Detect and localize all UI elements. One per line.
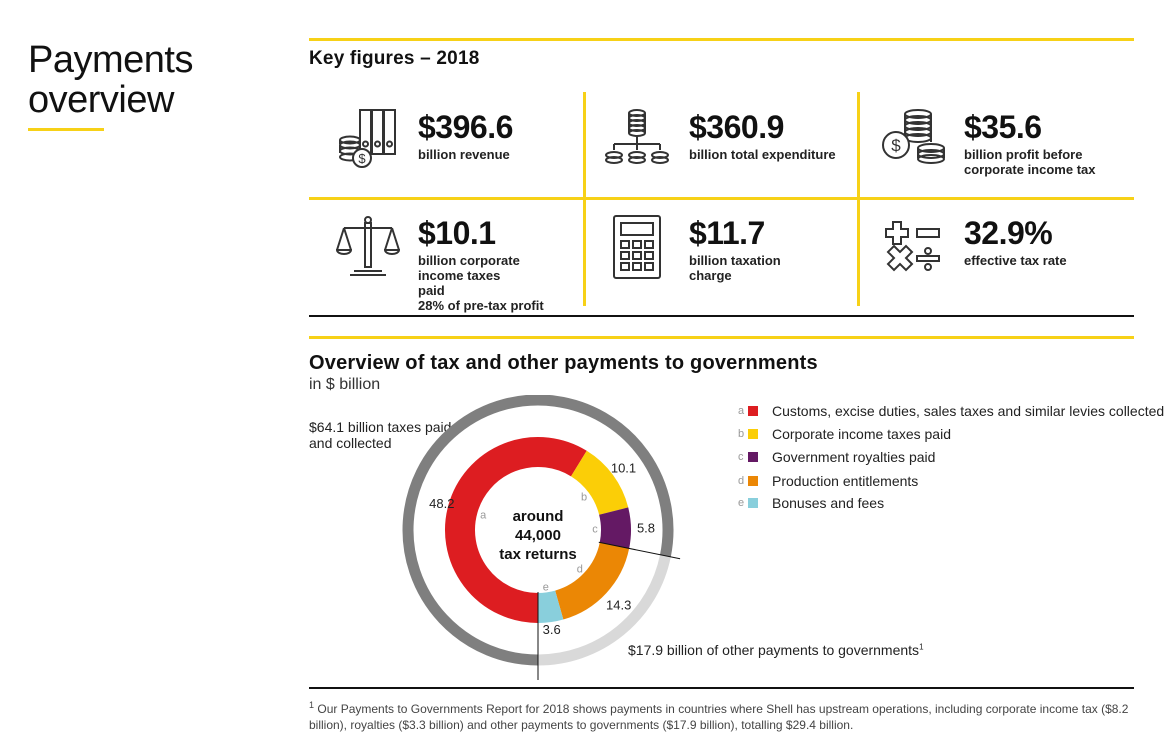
folders-coins-icon: $ — [336, 108, 400, 170]
key-figure-label: billion corporate income taxes paid — [418, 253, 520, 298]
svg-text:$: $ — [358, 151, 366, 166]
key-figure-extra: 28% of pre-tax profit — [418, 298, 544, 313]
slice-letter-c: c — [592, 524, 598, 536]
title-underline — [28, 128, 104, 131]
outer-ring — [402, 395, 674, 666]
page-title-line1: Payments — [28, 39, 193, 81]
key-figure-label: billion total expenditure — [689, 147, 836, 162]
scales-icon — [336, 216, 400, 278]
footnote: 1 Our Payments to Governments Report for… — [309, 697, 1129, 733]
key-figure-revenue: $396.6 billion revenue — [418, 110, 568, 162]
key-figure-expenditure: $360.9 billion total expenditure — [689, 110, 849, 162]
key-figure-taxation-charge: $11.7 billion taxation charge — [689, 216, 789, 283]
legend-swatch — [748, 476, 758, 486]
overview-title: Overview of tax and other payments to go… — [309, 352, 818, 374]
key-figures-heading: Key figures – 2018 — [309, 48, 480, 69]
boundary-line-right — [598, 541, 681, 560]
donut-center-text: around 44,000 tax returns — [488, 507, 588, 564]
value-label-a: 48.2 — [429, 496, 454, 511]
value-label-d: 14.3 — [606, 598, 631, 613]
slice-a — [445, 437, 587, 623]
legend-item: e Bonuses and fees — [738, 495, 884, 511]
key-figure-value: $10.1 — [418, 215, 496, 251]
outer-ring-segment-1 — [537, 554, 671, 666]
center-line-2: 44,000 — [515, 527, 561, 544]
slice-b — [570, 450, 629, 516]
key-figure-label: billion profit before corporate income t… — [964, 147, 1096, 177]
key-figure-profit: $35.6 billion profit before corporate in… — [964, 110, 1114, 177]
legend-swatch — [748, 498, 758, 508]
overview-unit: in $ billion — [309, 376, 381, 393]
key-figure-effective-tax-rate: 32.9% effective tax rate — [964, 216, 1114, 268]
key-figure-value: 32.9% — [964, 215, 1053, 251]
slice-d — [554, 541, 630, 620]
key-figure-label: effective tax rate — [964, 253, 1067, 268]
key-figures-middle-rule — [309, 197, 1134, 200]
key-figure-value: $11.7 — [689, 215, 765, 251]
slice-letter-b: b — [581, 491, 587, 503]
legend-letter: d — [738, 475, 745, 487]
slice-e — [537, 590, 564, 623]
calculator-icon — [612, 214, 662, 280]
legend-label: Corporate income taxes paid — [772, 426, 951, 442]
legend-item: c Government royalties paid — [738, 449, 935, 465]
legend-letter: b — [738, 428, 745, 440]
key-figure-value: $360.9 — [689, 109, 784, 145]
legend-item: b Corporate income taxes paid — [738, 426, 951, 442]
center-line-3: tax returns — [499, 546, 577, 563]
legend-swatch — [748, 452, 758, 462]
legend-label: Government royalties paid — [772, 449, 936, 465]
legend-label: Customs, excise duties, sales taxes and … — [772, 403, 1165, 419]
slice-letter-d: d — [577, 564, 583, 576]
footnote-rule — [309, 687, 1134, 689]
coin-distribution-icon — [604, 108, 670, 168]
legend-swatch — [748, 429, 758, 439]
key-figures-top-rule — [309, 38, 1134, 41]
taxes-paid-label: $64.1 billion taxes paid and collected — [309, 419, 452, 451]
footnote-text: Our Payments to Governments Report for 2… — [309, 702, 1129, 732]
overview-top-rule — [309, 336, 1134, 339]
key-figure-value: $35.6 — [964, 109, 1042, 145]
footnote-marker: 1 — [309, 700, 315, 710]
center-line-1: around — [512, 508, 564, 525]
value-label-e: 3.6 — [543, 622, 561, 637]
other-payments-label: $17.9 billion of other payments to gover… — [628, 642, 924, 658]
payments-donut-chart: a b c d e 48.2 10.1 5.8 14.3 3.6 — [402, 395, 681, 680]
key-figure-label: billion revenue — [418, 147, 510, 162]
other-payments-text: $17.9 billion of other payments to gover… — [628, 642, 920, 658]
value-label-b: 10.1 — [611, 460, 636, 475]
legend-letter: e — [738, 497, 745, 509]
key-figures-bottom-rule — [309, 315, 1134, 317]
page-title-line2: overview — [28, 79, 174, 121]
legend-label: Production entitlements — [772, 473, 919, 489]
slice-letter-e: e — [543, 582, 549, 594]
svg-text:$: $ — [891, 136, 901, 155]
value-labels: 48.2 10.1 5.8 14.3 3.6 — [429, 460, 655, 637]
key-figure-label: billion taxation charge — [689, 253, 781, 283]
legend-item: d Production entitlements — [738, 473, 918, 489]
outer-ring-segment-0 — [402, 395, 674, 666]
legend-swatch — [748, 406, 758, 416]
other-payments-sup: 1 — [919, 642, 924, 652]
slice-letters: a b c d e — [480, 491, 598, 593]
value-label-c: 5.8 — [637, 521, 655, 536]
math-operators-icon — [884, 220, 944, 274]
slice-letter-a: a — [480, 510, 487, 522]
legend-letter: a — [738, 405, 745, 417]
page-title: Payments overview — [28, 40, 193, 120]
leader-lines — [537, 541, 681, 680]
legend-label: Bonuses and fees — [772, 495, 885, 511]
slice-c — [598, 507, 631, 549]
coin-stacks-icon: $ — [880, 108, 946, 166]
legend-letter: c — [738, 451, 744, 463]
legend-item: a Customs, excise duties, sales taxes an… — [738, 403, 1164, 419]
key-figure-corporate-taxes: $10.1 billion corporate income taxes pai… — [418, 216, 544, 313]
key-figure-value: $396.6 — [418, 109, 513, 145]
